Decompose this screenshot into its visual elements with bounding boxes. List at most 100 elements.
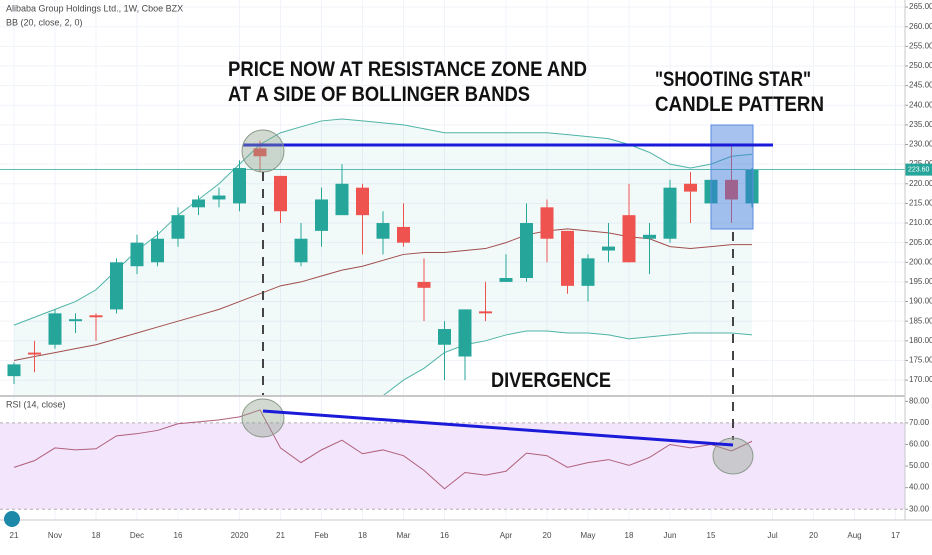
candle-body <box>540 207 554 239</box>
y-tick-label: 265.00 <box>909 2 932 11</box>
y-tick-label: 60.00 <box>909 440 930 449</box>
candle-body <box>520 223 533 278</box>
candle-body <box>130 242 144 267</box>
divergence-line <box>262 409 734 447</box>
y-tick-label: 180.00 <box>909 336 932 345</box>
candle-body <box>581 258 595 286</box>
candle-body <box>212 195 226 200</box>
highlight-circle <box>241 398 285 438</box>
x-tick-label: Mar <box>397 531 411 540</box>
y-tick-label: 70.00 <box>909 418 930 427</box>
band-line <box>383 330 753 395</box>
x-tick-label: 18 <box>625 531 634 540</box>
candle-body <box>69 319 82 322</box>
rsi-pane <box>0 409 905 510</box>
candle-body <box>315 199 328 231</box>
candle-body <box>335 183 349 216</box>
x-tick-label: 20 <box>809 531 818 540</box>
y-tick-label: 50.00 <box>909 461 930 470</box>
y-tick-label: 80.00 <box>909 396 930 405</box>
highlight-circle <box>712 437 754 475</box>
y-tick-label: 30.00 <box>909 504 930 513</box>
candle-body <box>274 175 287 212</box>
candle-body <box>561 230 574 286</box>
candle-body <box>417 281 431 288</box>
candle-body <box>376 223 390 239</box>
highlight-circle <box>241 129 285 173</box>
candle-body <box>499 277 513 282</box>
annotation: DIVERGENCE <box>491 369 611 392</box>
y-tick-label: 255.00 <box>909 41 932 50</box>
candle-body <box>663 187 677 239</box>
highlight-box <box>710 124 754 230</box>
axes: 265.00 260.00 255.00 250.00 245.00 240.00 235.… <box>10 2 932 540</box>
rsi-line <box>13 409 753 490</box>
y-tick-label: 195.00 <box>909 277 932 286</box>
y-tick-label: 205.00 <box>909 238 932 247</box>
candle-body <box>294 238 308 263</box>
candle-body <box>643 234 656 239</box>
candle-body <box>745 169 759 204</box>
candle-body <box>479 311 492 314</box>
x-tick-label: Jul <box>767 531 777 540</box>
candle-body <box>438 329 451 345</box>
y-tick-label: 210.00 <box>909 218 932 227</box>
x-tick-label: Apr <box>500 531 513 540</box>
drawings <box>0 0 932 527</box>
y-tick-label: 200.00 <box>909 257 932 266</box>
candle-body <box>171 215 185 239</box>
y-tick-label: 260.00 <box>909 22 932 31</box>
price-tag <box>905 163 932 176</box>
x-tick-label: Feb <box>315 531 329 540</box>
chart-title: Alibaba Group Holdings Ltd., 1W, Cboe BZ… <box>6 3 183 13</box>
x-tick-label: May <box>580 531 595 540</box>
annotation: PRICE NOW AT RESISTANCE ZONE AND <box>228 58 587 81</box>
candle-body <box>253 148 267 157</box>
x-tick-label: 17 <box>891 531 900 540</box>
candle-body <box>89 315 103 318</box>
x-tick-label: 2020 <box>231 531 249 540</box>
candle-body <box>110 262 123 310</box>
y-tick-label: 250.00 <box>909 61 932 70</box>
candle-body <box>684 183 697 192</box>
x-tick-label: 16 <box>174 531 183 540</box>
y-tick-label: 245.00 <box>909 81 932 90</box>
x-tick-label: 21 <box>276 531 285 540</box>
candle-body <box>458 309 472 357</box>
annotation: "SHOOTING STAR" <box>655 68 811 91</box>
candle-body <box>28 352 41 355</box>
price-label: 223.60 <box>908 166 930 173</box>
y-tick-label: 240.00 <box>909 100 932 109</box>
x-tick-label: Jun <box>664 531 677 540</box>
y-tick-label: 40.00 <box>909 483 930 492</box>
y-tick-label: 235.00 <box>909 120 932 129</box>
y-tick-label: 170.00 <box>909 375 932 384</box>
logo <box>4 511 20 527</box>
y-tick-label: 185.00 <box>909 316 932 325</box>
band-fill <box>14 118 752 395</box>
candle-body <box>233 168 246 204</box>
candle-body <box>356 187 369 216</box>
y-tick-label: 220.00 <box>909 179 932 188</box>
candle-body <box>622 215 636 263</box>
y-tick-label: 190.00 <box>909 297 932 306</box>
y-tick-label: 175.00 <box>909 356 932 365</box>
candle-body <box>7 364 21 377</box>
candle-body <box>48 313 62 345</box>
x-tick-label: Nov <box>48 531 62 540</box>
y-tick-label: 215.00 <box>909 198 932 207</box>
y-tick-label: 230.00 <box>909 140 932 149</box>
annotation: CANDLE PATTERN <box>655 93 824 116</box>
rsi-label: RSI (14, close) <box>6 399 66 409</box>
x-tick-label: 20 <box>543 531 552 540</box>
rsi-band <box>0 422 905 510</box>
x-tick-label: 18 <box>92 531 101 540</box>
annotation: AT A SIDE OF BOLLINGER BANDS <box>228 83 530 106</box>
candle-body <box>397 226 410 243</box>
price-pane <box>0 118 905 395</box>
candle-body <box>602 246 615 251</box>
x-tick-label: 16 <box>440 531 449 540</box>
x-tick-label: 21 <box>10 531 19 540</box>
indicator-label: BB (20, close, 2, 0) <box>6 17 83 27</box>
